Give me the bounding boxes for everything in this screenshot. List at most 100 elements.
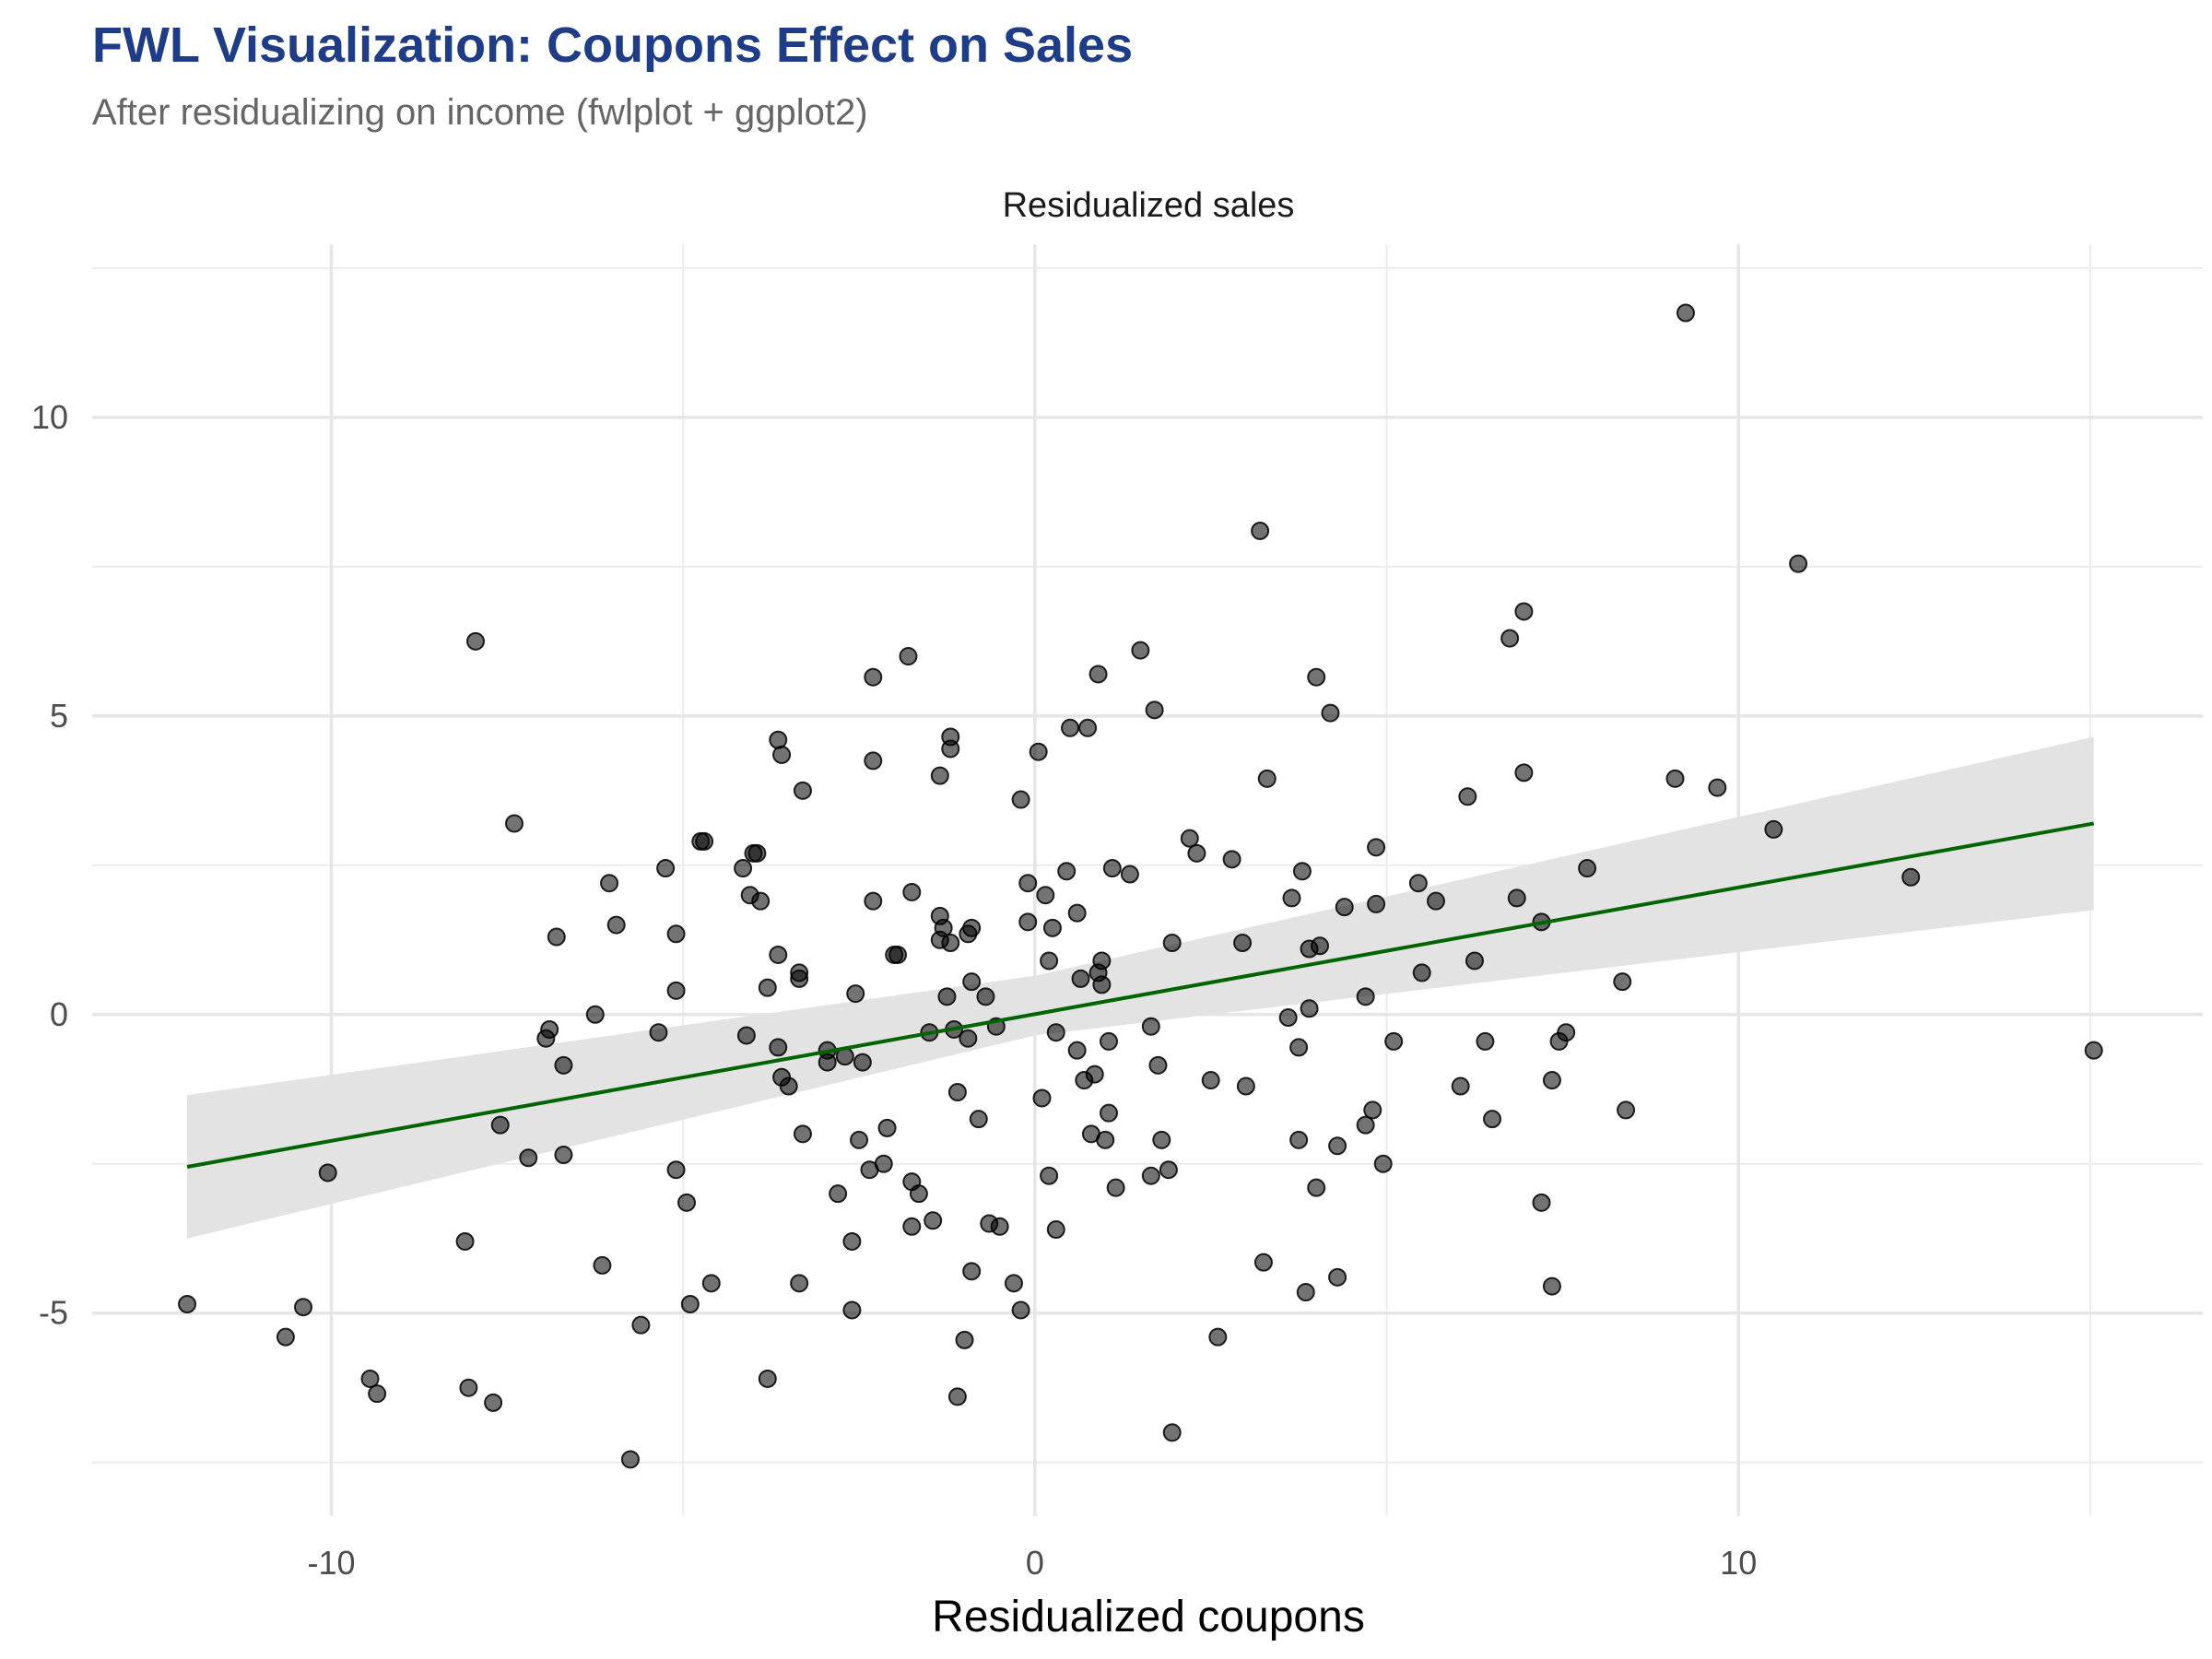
chart-subtitle: After residualizing on income (fwlplot +… bbox=[92, 92, 868, 133]
data-point bbox=[540, 1019, 559, 1039]
data-point bbox=[1040, 951, 1059, 971]
data-point bbox=[666, 1160, 686, 1180]
data-point bbox=[1236, 1077, 1255, 1096]
data-point bbox=[1363, 1100, 1382, 1120]
data-point bbox=[631, 1315, 651, 1335]
data-point bbox=[585, 1005, 605, 1024]
data-point bbox=[902, 1217, 922, 1236]
data-point bbox=[842, 1300, 862, 1320]
data-point bbox=[1311, 936, 1330, 956]
data-point bbox=[1458, 787, 1477, 806]
data-point bbox=[751, 891, 771, 911]
data-point bbox=[990, 1217, 1009, 1236]
x-tick-label: -10 bbox=[308, 1544, 356, 1582]
data-point bbox=[1152, 1130, 1171, 1149]
data-point bbox=[1100, 1031, 1119, 1051]
data-point bbox=[1253, 1253, 1273, 1272]
data-point bbox=[1789, 554, 1808, 573]
data-point bbox=[459, 1378, 478, 1397]
data-point bbox=[1300, 999, 1319, 1018]
data-point bbox=[666, 924, 686, 944]
data-point bbox=[1292, 862, 1312, 881]
data-point bbox=[769, 945, 788, 964]
data-point bbox=[1578, 859, 1597, 878]
y-tick-labels: -5 0 5 10 bbox=[31, 398, 68, 1332]
data-point bbox=[1500, 629, 1520, 648]
data-point bbox=[1120, 865, 1139, 884]
data-point bbox=[1676, 303, 1695, 323]
data-point bbox=[1011, 1300, 1030, 1320]
data-point bbox=[360, 1369, 380, 1388]
data-point bbox=[888, 945, 908, 964]
data-point bbox=[947, 1083, 967, 1101]
data-point bbox=[606, 915, 626, 935]
data-point bbox=[934, 918, 953, 937]
data-point bbox=[1088, 665, 1108, 684]
data-point bbox=[294, 1298, 312, 1317]
data-point bbox=[547, 927, 566, 947]
data-point bbox=[1412, 963, 1431, 982]
y-tick-label: 10 bbox=[31, 398, 68, 436]
data-point bbox=[790, 1274, 809, 1293]
data-point bbox=[1282, 888, 1301, 908]
data-point bbox=[818, 1053, 837, 1072]
regression-line bbox=[186, 821, 2095, 1169]
data-point bbox=[1032, 1088, 1052, 1108]
data-point bbox=[864, 751, 883, 771]
data-point bbox=[666, 981, 686, 1000]
data-point bbox=[1296, 1283, 1315, 1302]
data-point bbox=[793, 781, 812, 800]
data-point bbox=[656, 859, 676, 878]
data-point bbox=[790, 963, 809, 982]
data-point bbox=[505, 814, 524, 833]
data-point bbox=[937, 987, 957, 1006]
data-point bbox=[734, 859, 753, 878]
data-point bbox=[736, 1026, 756, 1045]
data-point bbox=[1542, 1071, 1561, 1090]
data-point bbox=[1356, 987, 1375, 1006]
data-point bbox=[1367, 838, 1386, 857]
data-point bbox=[955, 1330, 974, 1349]
data-point bbox=[924, 1211, 943, 1230]
data-point bbox=[962, 972, 982, 992]
data-point bbox=[1451, 1077, 1470, 1096]
data-point bbox=[1426, 891, 1445, 911]
data-point bbox=[600, 874, 619, 893]
data-point bbox=[519, 1148, 538, 1168]
data-point bbox=[969, 1110, 988, 1129]
data-point bbox=[490, 1115, 510, 1135]
data-point bbox=[1067, 903, 1087, 923]
data-point bbox=[769, 1038, 788, 1057]
data-point bbox=[864, 667, 883, 687]
data-point bbox=[769, 730, 788, 749]
x-tick-labels: -10 0 10 bbox=[308, 1544, 1758, 1582]
data-point bbox=[793, 1124, 812, 1144]
data-point bbox=[959, 1029, 978, 1048]
data-point bbox=[1148, 1055, 1168, 1075]
data-point bbox=[1901, 867, 1921, 887]
data-point bbox=[695, 831, 714, 851]
data-point bbox=[1208, 1327, 1228, 1347]
data-point bbox=[680, 1295, 700, 1313]
data-point bbox=[846, 984, 865, 1004]
x-tick-label: 0 bbox=[1026, 1544, 1044, 1582]
chart-title: FWL Visualization: Coupons Effect on Sal… bbox=[92, 18, 1134, 73]
data-point bbox=[1131, 641, 1150, 660]
data-point bbox=[1067, 1041, 1087, 1060]
data-point bbox=[962, 1262, 982, 1281]
data-point bbox=[850, 1130, 869, 1149]
data-point bbox=[1542, 1277, 1561, 1296]
data-point bbox=[484, 1393, 503, 1412]
data-point bbox=[1708, 778, 1727, 797]
data-point bbox=[1011, 790, 1030, 809]
data-point bbox=[1222, 850, 1241, 869]
data-point bbox=[1040, 1166, 1059, 1185]
data-point bbox=[677, 1193, 697, 1212]
data-points bbox=[178, 303, 2103, 1469]
data-point bbox=[864, 891, 883, 911]
data-point bbox=[758, 1369, 777, 1388]
data-point bbox=[1307, 1178, 1326, 1197]
data-point bbox=[1201, 1071, 1220, 1090]
data-point bbox=[976, 987, 995, 1006]
